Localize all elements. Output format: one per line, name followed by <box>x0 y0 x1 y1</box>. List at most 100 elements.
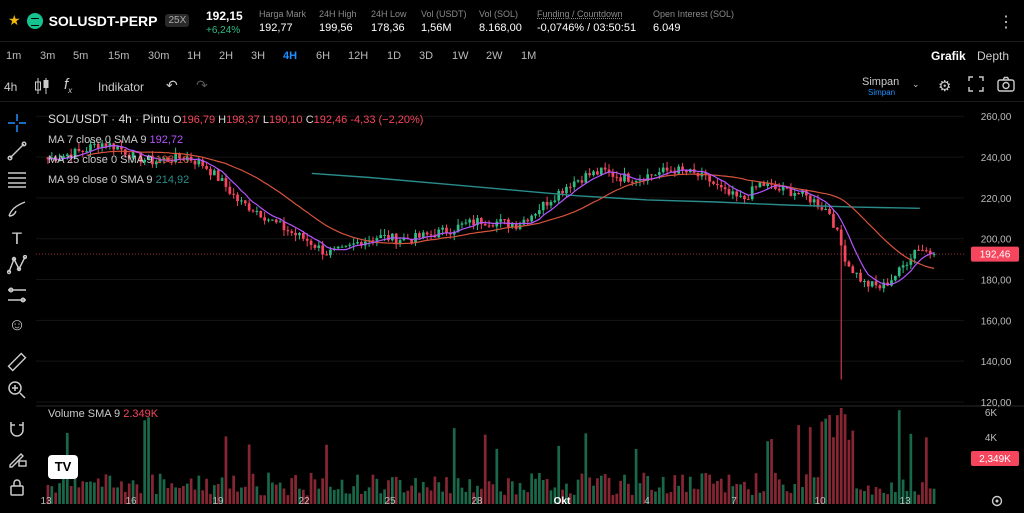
tf-1w[interactable]: 1W <box>452 50 469 62</box>
favorite-star-icon[interactable]: ★ <box>8 12 21 28</box>
save-dropdown-chevron-icon[interactable]: ⌄ <box>912 79 920 89</box>
candle-body <box>596 171 599 175</box>
volume-legend[interactable]: Volume SMA 9 2.349K <box>48 408 159 420</box>
candle-body <box>418 233 421 238</box>
fullscreen-icon[interactable] <box>968 76 984 95</box>
ruler-icon[interactable] <box>6 352 28 374</box>
volume-bar <box>58 483 61 504</box>
candle-body <box>476 218 479 226</box>
volume-bar <box>739 484 742 504</box>
volume-bar <box>510 481 514 504</box>
symbol-selector[interactable]: ★ SOLUSDT-PERP 25X <box>8 12 190 29</box>
tradingview-logo[interactable]: TV <box>48 455 78 479</box>
tf-1mo[interactable]: 1M <box>521 50 537 62</box>
candle-body <box>89 144 92 152</box>
candle-body <box>754 186 758 188</box>
trend-line-icon[interactable] <box>6 141 28 163</box>
volume-bar <box>603 474 607 504</box>
volume-bar <box>723 492 727 504</box>
ma25-legend[interactable]: MA 25 close 0 SMA 9 198,10 <box>48 154 190 166</box>
stat-funding[interactable]: Funding / Countdown -0,0746% / 03:50:51 <box>537 9 637 34</box>
lock-icon[interactable] <box>6 477 28 499</box>
chart-settings-icon[interactable] <box>991 495 1003 507</box>
interval-selector[interactable]: 4h <box>4 80 18 94</box>
candle-body <box>913 249 917 259</box>
volume-bar <box>123 491 127 504</box>
tab-grafik[interactable]: Grafik <box>931 49 966 63</box>
text-tool-icon[interactable]: T <box>11 229 23 248</box>
crosshair-icon[interactable] <box>6 113 28 135</box>
x-tick-label: 7 <box>731 496 737 507</box>
volume-bar <box>433 476 437 504</box>
volume-bar <box>491 484 495 504</box>
redo-icon[interactable]: ↷ <box>196 77 208 93</box>
tf-5m[interactable]: 5m <box>73 50 89 62</box>
volume-bar <box>921 482 924 504</box>
candle-body <box>491 225 495 227</box>
volume-bar <box>758 492 762 504</box>
zoom-in-icon[interactable] <box>6 380 28 402</box>
tf-4h[interactable]: 4H <box>283 50 298 62</box>
ma7-legend[interactable]: MA 7 close 0 SMA 9 192,72 <box>48 134 184 146</box>
volume-bar <box>669 492 673 504</box>
candle-body <box>572 181 576 188</box>
volume-bar <box>445 477 448 504</box>
tf-12h[interactable]: 12H <box>348 50 369 62</box>
candle-body <box>263 217 266 221</box>
tf-3d[interactable]: 3D <box>419 50 434 62</box>
volume-bar <box>599 475 603 504</box>
price-chart[interactable]: 120,00 140,00 160,00 180,00 200,00 220,00 240,… <box>36 104 1024 513</box>
volume-bar <box>824 418 828 504</box>
magnet-icon[interactable] <box>6 419 28 441</box>
save-layout-button[interactable]: Simpan Simpan <box>862 76 900 97</box>
candle-body <box>549 201 553 206</box>
tf-2w[interactable]: 2W <box>486 50 503 62</box>
candle-body <box>255 210 259 212</box>
tf-3h[interactable]: 3H <box>251 50 266 62</box>
candle-body <box>847 261 851 267</box>
horizontal-lines-icon[interactable] <box>6 169 28 191</box>
ma99-legend[interactable]: MA 99 close 0 SMA 9 214,92 <box>48 174 190 186</box>
tf-15m[interactable]: 15m <box>108 50 130 62</box>
candle-type-icon[interactable] <box>34 77 50 98</box>
candle-body <box>723 187 727 190</box>
candle-body <box>777 188 781 191</box>
volume-bar <box>495 448 499 504</box>
candle-body <box>243 200 247 204</box>
tf-2h[interactable]: 2H <box>219 50 234 62</box>
camera-icon[interactable] <box>997 76 1015 95</box>
volume-bar <box>685 491 688 504</box>
tf-1d[interactable]: 1D <box>387 50 402 62</box>
volume-bar <box>785 491 789 504</box>
volume-bar <box>317 488 321 504</box>
volume-bar <box>367 487 371 504</box>
indicator-button[interactable]: Indikator <box>98 80 145 94</box>
volume-bar <box>839 408 843 504</box>
volume-bar <box>449 493 452 504</box>
candle-body <box>398 240 402 244</box>
measure-range-icon[interactable] <box>6 285 28 307</box>
tf-30m[interactable]: 30m <box>148 50 170 62</box>
tab-depth[interactable]: Depth <box>977 49 1010 63</box>
candle-body <box>209 168 212 176</box>
pattern-icon[interactable] <box>6 254 28 277</box>
brush-icon[interactable] <box>6 198 28 220</box>
lock-pencil-icon[interactable] <box>6 448 28 470</box>
tf-6h[interactable]: 6H <box>316 50 331 62</box>
volume-bar <box>147 417 150 504</box>
candle-body <box>812 199 816 203</box>
high-value: 198,37 <box>226 114 260 126</box>
undo-icon[interactable]: ↶ <box>166 77 178 93</box>
tf-1m[interactable]: 1m <box>6 50 22 62</box>
more-menu-icon[interactable]: ⋮ <box>998 14 1014 31</box>
tf-1h[interactable]: 1H <box>187 50 202 62</box>
volume-bar <box>348 493 352 504</box>
volume-bar <box>704 473 708 504</box>
candle-body <box>843 245 847 262</box>
emoji-icon[interactable]: ☺ <box>8 315 26 334</box>
candle-body <box>336 246 340 249</box>
tf-3m[interactable]: 3m <box>40 50 56 62</box>
candle-body <box>921 250 924 252</box>
gear-icon[interactable]: ⚙ <box>938 78 952 95</box>
volume-bar <box>441 491 444 504</box>
